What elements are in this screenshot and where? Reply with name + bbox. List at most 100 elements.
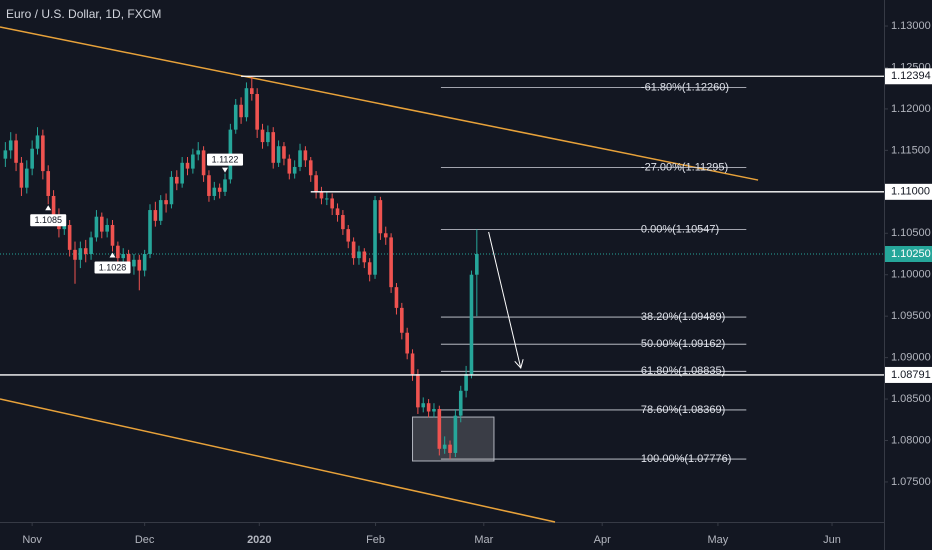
candle-body xyxy=(303,150,308,161)
level-label: 1.12394 xyxy=(891,70,931,82)
callout-box xyxy=(30,214,67,227)
candle-body xyxy=(416,374,420,408)
candle-body xyxy=(341,215,345,230)
level-badge xyxy=(885,183,932,200)
candle-body xyxy=(464,374,468,391)
candle-body xyxy=(89,237,93,254)
candle-body xyxy=(132,259,136,267)
candle-body xyxy=(94,216,99,238)
x-tick-label: Nov xyxy=(22,534,42,546)
candle-body xyxy=(426,403,431,412)
candle-body xyxy=(448,444,452,453)
callout-pointer xyxy=(222,167,229,173)
candle-body xyxy=(67,224,72,250)
candle-body xyxy=(148,210,152,254)
candle-body xyxy=(351,241,356,259)
level-label: 1.11000 xyxy=(891,186,930,198)
x-tick-label: Mar xyxy=(474,534,493,546)
x-tick-label: Feb xyxy=(366,534,385,546)
last-price-label: 1.10250 xyxy=(891,248,931,260)
callout-pointer xyxy=(45,205,52,211)
candle-body xyxy=(453,415,458,453)
candle-body xyxy=(180,162,184,184)
callout-pointer xyxy=(109,252,116,258)
last-price-badge xyxy=(885,245,932,262)
candle-body xyxy=(233,104,238,130)
x-tick-label: Dec xyxy=(135,534,155,546)
y-tick-label: 1.08000 xyxy=(891,434,931,446)
candle-body xyxy=(469,274,474,375)
candle-body xyxy=(357,251,361,259)
candle-body xyxy=(19,162,24,188)
candle-body xyxy=(308,160,313,176)
y-tick-label: 1.08500 xyxy=(891,393,931,405)
candle-body xyxy=(3,150,8,159)
candle-body xyxy=(314,175,318,192)
candle-body xyxy=(217,187,222,192)
candle-body xyxy=(169,176,174,205)
candle-body xyxy=(282,146,286,159)
candle-body xyxy=(389,237,393,288)
fib-label: 78.60%(1.08369) xyxy=(641,404,725,416)
fib-label: -27.00%(1.11295) xyxy=(641,161,728,173)
level-label: 1.08791 xyxy=(891,369,931,381)
candle-body xyxy=(335,208,340,216)
candle-body xyxy=(405,332,409,354)
candle-body xyxy=(62,224,67,230)
y-tick-label: 1.07500 xyxy=(891,476,931,488)
candle-body xyxy=(41,135,45,172)
candle-body xyxy=(8,140,13,151)
candle-body xyxy=(383,233,388,238)
candle-body xyxy=(346,229,351,242)
level-badge xyxy=(885,68,932,85)
candle-body xyxy=(78,248,83,260)
candle-body xyxy=(175,176,179,184)
candle-body xyxy=(244,88,249,118)
candle-body xyxy=(137,259,142,271)
candle-body xyxy=(287,158,292,174)
callout-box xyxy=(94,261,131,274)
fib-label: 61.80%(1.08835) xyxy=(641,365,725,377)
candle-body xyxy=(239,104,243,118)
callout-label: 1.1085 xyxy=(34,215,62,225)
candle-body xyxy=(250,88,254,95)
x-tick-label: Apr xyxy=(594,534,611,546)
candle-body xyxy=(201,150,206,176)
candle-body xyxy=(271,132,276,163)
candle-body xyxy=(319,191,324,199)
candle-body xyxy=(266,132,270,143)
candle-body xyxy=(142,253,147,271)
candle-body xyxy=(325,198,329,200)
candle-body xyxy=(35,135,40,149)
candle-body xyxy=(458,390,463,416)
trend-line xyxy=(0,398,556,523)
x-tick-label: 2020 xyxy=(247,534,271,546)
candle-body xyxy=(276,146,281,163)
y-tick-label: 1.10500 xyxy=(891,227,931,239)
fib-label: 38.20%(1.09489) xyxy=(641,311,725,323)
arrow-head xyxy=(514,359,524,369)
candle-body xyxy=(185,162,190,169)
candle-body xyxy=(212,187,217,196)
candle-body xyxy=(153,210,158,221)
candle-body xyxy=(330,198,334,209)
trend-line xyxy=(0,26,759,181)
y-tick-label: 1.11500 xyxy=(891,144,930,156)
candle-body xyxy=(410,353,415,375)
zone-box xyxy=(412,416,495,462)
callout-label: 1.1028 xyxy=(99,262,127,272)
candle-body xyxy=(73,249,77,260)
candle-body xyxy=(437,409,442,449)
candle-body xyxy=(30,148,34,169)
candle-body xyxy=(164,200,168,205)
candle-body xyxy=(121,253,126,259)
arrow-line xyxy=(488,231,522,369)
candle-body xyxy=(400,307,404,333)
candle-body xyxy=(475,253,479,275)
candle-body xyxy=(158,200,163,221)
callout-label: 1.1122 xyxy=(212,154,239,164)
candle-body xyxy=(105,224,109,232)
candle-body xyxy=(24,168,29,188)
fib-label: 100.00%(1.07776) xyxy=(641,453,732,465)
